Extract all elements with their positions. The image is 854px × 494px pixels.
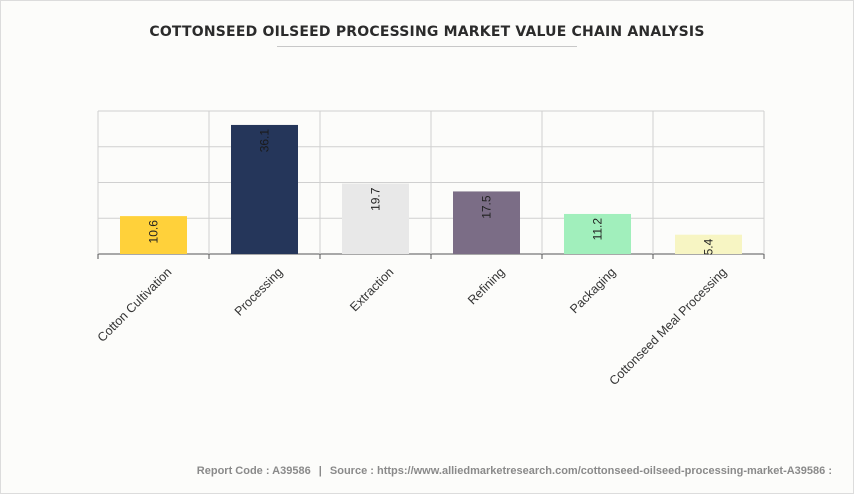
source-link[interactable]: Source : https://www.alliedmarketresearc…	[329, 465, 832, 477]
data-label: 36.1	[258, 129, 272, 153]
data-label: 10.6	[147, 220, 161, 244]
x-tick-label: Processing	[232, 265, 286, 319]
bar-5	[564, 213, 631, 254]
bar-6	[675, 234, 742, 254]
bar-4	[453, 191, 520, 254]
x-tick-label: Extraction	[347, 265, 396, 314]
x-tick-label: Refining	[465, 265, 507, 307]
bar-3	[342, 183, 409, 254]
data-label: 19.7	[369, 187, 383, 211]
title-underline	[277, 46, 577, 47]
report-code: Report Code : A39586	[196, 465, 311, 477]
footer-separator: |	[318, 465, 322, 477]
bar-1	[120, 216, 187, 254]
x-tick-label: Packaging	[567, 265, 618, 316]
chart-title: COTTONSEED OILSEED PROCESSING MARKET VAL…	[149, 24, 705, 40]
data-label: 11.2	[591, 218, 605, 241]
data-label: 17.5	[480, 195, 494, 219]
data-label: 5.4	[702, 238, 716, 255]
bar-2	[231, 124, 298, 254]
footer: Report Code : A39586 | Source : https://…	[197, 465, 832, 477]
x-tick-label: Cotton Cultivation	[95, 265, 175, 345]
x-tick-label: Cottonseed Meal Processing	[607, 265, 730, 388]
